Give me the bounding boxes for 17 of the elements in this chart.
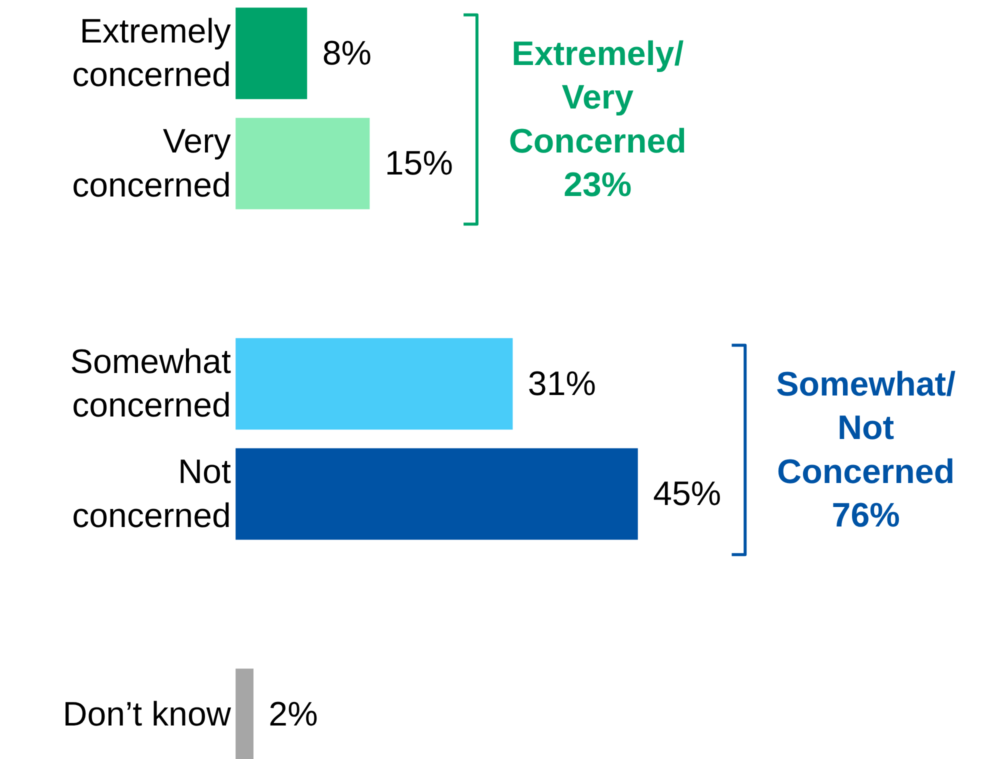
bar bbox=[236, 448, 638, 540]
bar bbox=[236, 668, 254, 759]
y-tick-label: Somewhat concerned bbox=[70, 343, 232, 425]
y-tick-label: Extremely concerned bbox=[72, 12, 231, 94]
y-tick-label: Not concerned bbox=[72, 453, 232, 535]
annotation: Extremely/ Very Concerned 23% bbox=[508, 34, 686, 204]
data-label: 2% bbox=[268, 695, 318, 734]
data-label: 31% bbox=[528, 364, 596, 403]
data-label: 15% bbox=[384, 144, 453, 183]
data-label: 45% bbox=[653, 475, 722, 514]
text: Somewhat/ Not Concerned 76% bbox=[776, 365, 956, 534]
bar bbox=[236, 338, 513, 430]
y-tick-label: Very concerned bbox=[72, 122, 231, 204]
data-label: 8% bbox=[322, 34, 372, 72]
bar bbox=[236, 118, 370, 210]
y-tick-label: Don’t know bbox=[62, 695, 232, 734]
bar bbox=[236, 8, 308, 100]
